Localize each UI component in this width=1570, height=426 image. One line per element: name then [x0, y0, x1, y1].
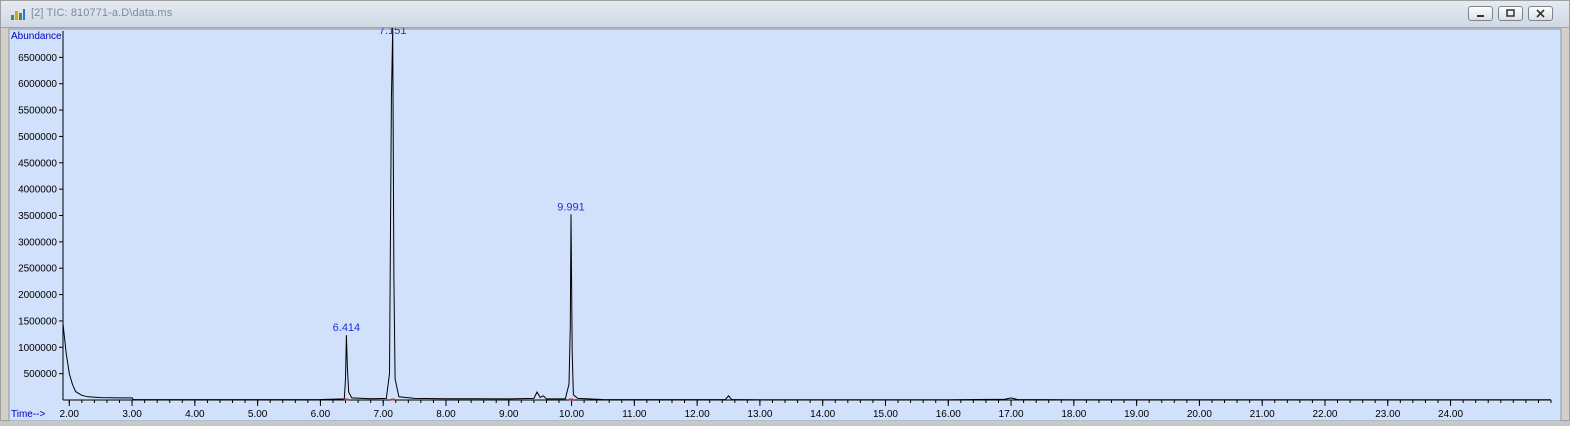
y-tick-label: 6000000 [18, 79, 57, 90]
x-tick-label: 19.00 [1124, 409, 1149, 420]
x-tick-label: 18.00 [1061, 409, 1086, 420]
x-tick-label: 15.00 [873, 409, 898, 420]
x-tick-label: 16.00 [936, 409, 961, 420]
x-tick-label: 11.00 [622, 409, 647, 420]
y-tick-label: 3500000 [18, 211, 57, 222]
minimize-icon [1477, 15, 1484, 17]
close-button[interactable] [1528, 6, 1553, 21]
x-tick-label: 6.00 [311, 409, 331, 420]
y-tick-label: 5500000 [18, 106, 57, 117]
x-tick-label: 24.00 [1438, 409, 1463, 420]
tic-trace [62, 27, 1551, 401]
x-tick-label: 12.00 [685, 409, 710, 420]
close-icon [1536, 9, 1545, 18]
restore-icon [1506, 9, 1515, 17]
x-ticks: 2.00 3.00 4.00 5.00 6.00 7.00 8.00 9.00 10.00 11.… [60, 400, 1552, 420]
peak-annotations: 6.414 7.151 9.991 [333, 25, 585, 401]
peak-label[interactable]: 6.414 [333, 322, 361, 334]
y-tick-label: 6500000 [18, 53, 57, 64]
x-tick-label: 4.00 [185, 409, 205, 420]
plot-area: Abundance Time--> 500000 1000000 1500000 20… [1, 25, 1569, 422]
peak-label[interactable]: 7.151 [379, 25, 407, 37]
x-tick-label: 13.00 [747, 409, 772, 420]
y-tick-label: 2500000 [18, 264, 57, 275]
y-tick-label: 1000000 [18, 343, 57, 354]
window-title: [2] TIC: 810771-a.D\data.ms [31, 7, 173, 19]
x-tick-label: 22.00 [1312, 409, 1337, 420]
x-tick-label: 5.00 [248, 409, 268, 420]
x-tick-label: 2.00 [60, 409, 80, 420]
peak-label[interactable]: 9.991 [557, 201, 585, 213]
x-tick-label: 8.00 [436, 409, 456, 420]
x-tick-label: 10.00 [559, 409, 584, 420]
y-axis-label: Abundance [11, 31, 62, 42]
x-axis-label: Time--> [11, 409, 46, 420]
title-bar[interactable]: [2] TIC: 810771-a.D\data.ms [1, 1, 1569, 28]
x-tick-label: 14.00 [810, 409, 835, 420]
y-tick-label: 5000000 [18, 132, 57, 143]
y-tick-label: 1500000 [18, 316, 57, 327]
x-tick-label: 3.00 [122, 409, 142, 420]
restore-button[interactable] [1498, 6, 1523, 21]
x-tick-label: 20.00 [1187, 409, 1212, 420]
x-tick-label: 21.00 [1250, 409, 1275, 420]
plot-background [8, 28, 1562, 422]
y-tick-label: 4500000 [18, 158, 57, 169]
y-tick-label: 2000000 [18, 290, 57, 301]
y-tick-label: 3000000 [18, 237, 57, 248]
x-tick-label: 9.00 [499, 409, 519, 420]
y-tick-label: 4000000 [18, 185, 57, 196]
x-tick-label: 17.00 [999, 409, 1024, 420]
y-tick-label: 500000 [24, 369, 58, 380]
tic-chromatogram-chart[interactable]: Abundance Time--> 500000 1000000 1500000 20… [1, 25, 1569, 422]
x-tick-label: 7.00 [373, 409, 393, 420]
y-ticks: 500000 1000000 1500000 2000000 2500000 300000… [18, 53, 63, 380]
chromatogram-app-icon [11, 9, 25, 20]
x-tick-label: 23.00 [1375, 409, 1400, 420]
minimize-button[interactable] [1468, 6, 1493, 21]
